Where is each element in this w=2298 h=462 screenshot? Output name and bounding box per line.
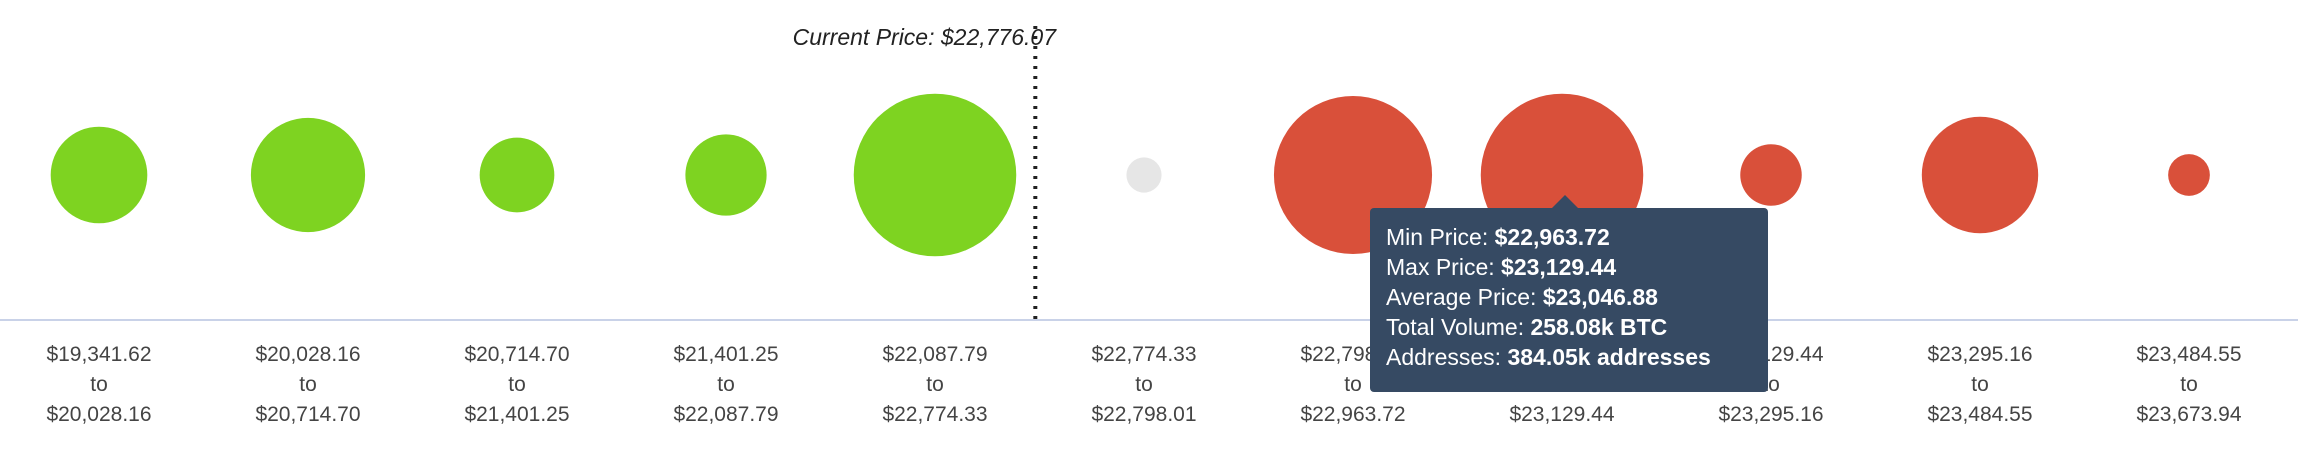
- tooltip-row-average-price: Average Price: $23,046.88: [1386, 284, 1658, 310]
- x-tick-from: $22,774.33: [1091, 343, 1197, 366]
- bubble-neutral-5[interactable]: [1126, 157, 1162, 193]
- bubble-below-4[interactable]: [853, 93, 1017, 257]
- tooltip-row-addresses: Addresses: 384.05k addresses: [1386, 344, 1711, 370]
- x-tick-label: $20,714.70 to $21,401.25: [427, 340, 607, 430]
- x-tick-to: $22,774.33: [882, 403, 988, 426]
- x-tick-to-word: to: [90, 373, 108, 396]
- x-tick-label: $23,484.55 to $23,673.94: [2099, 340, 2279, 430]
- x-tick-to-word: to: [717, 373, 735, 396]
- bubble-below-2[interactable]: [479, 137, 555, 213]
- x-tick-to: $22,963.72: [1300, 403, 1406, 426]
- bubble-above-10[interactable]: [2168, 154, 2210, 196]
- x-tick-from: $20,028.16: [255, 343, 361, 366]
- x-tick-to-word: to: [299, 373, 317, 396]
- tooltip-row-total-volume: Total Volume: 258.08k BTC: [1386, 314, 1668, 340]
- bubble-above-9[interactable]: [1921, 116, 2039, 234]
- x-tick-from: $21,401.25: [673, 343, 779, 366]
- current-price-label: Current Price: $22,776.07: [792, 24, 1056, 50]
- x-tick-to: $23,295.16: [1718, 403, 1824, 426]
- x-tick-from: $22,087.79: [882, 343, 988, 366]
- bubble-below-0[interactable]: [50, 126, 148, 224]
- x-tick-from: $20,714.70: [464, 343, 570, 366]
- x-tick-label: $23,295.16 to $23,484.55: [1890, 340, 2070, 430]
- x-tick-label: $20,028.16 to $20,714.70: [218, 340, 398, 430]
- tooltip-row-max-price: Max Price: $23,129.44: [1386, 254, 1617, 280]
- x-tick-label: $21,401.25 to $22,087.79: [636, 340, 816, 430]
- x-tick-to: $22,798.01: [1091, 403, 1197, 426]
- x-tick-to: $20,714.70: [255, 403, 361, 426]
- x-tick-to-word: to: [2180, 373, 2198, 396]
- x-tick-label: $22,774.33 to $22,798.01: [1054, 340, 1234, 430]
- tooltip-row-min-price: Min Price: $22,963.72: [1386, 224, 1610, 250]
- x-tick-to: $20,028.16: [46, 403, 152, 426]
- x-tick-from: $23,295.16: [1927, 343, 2033, 366]
- x-tick-to: $22,087.79: [673, 403, 779, 426]
- bubble-below-1[interactable]: [250, 117, 366, 233]
- bubble-tooltip: Min Price: $22,963.72 Max Price: $23,129…: [1370, 208, 1768, 392]
- x-tick-to: $21,401.25: [464, 403, 570, 426]
- x-tick-to: $23,129.44: [1509, 403, 1615, 426]
- bubble-below-3[interactable]: [685, 134, 767, 216]
- x-tick-label: $19,341.62 to $20,028.16: [9, 340, 189, 430]
- bubble-above-8[interactable]: [1740, 144, 1802, 206]
- x-tick-from: $23,484.55: [2136, 343, 2242, 366]
- x-tick-to: $23,673.94: [2136, 403, 2242, 426]
- x-tick-to-word: to: [926, 373, 944, 396]
- x-tick-to-word: to: [1971, 373, 1989, 396]
- x-tick-label: $22,087.79 to $22,774.33: [845, 340, 1025, 430]
- x-tick-to: $23,484.55: [1927, 403, 2033, 426]
- x-tick-from: $19,341.62: [46, 343, 152, 366]
- tooltip-arrow: [1551, 195, 1579, 209]
- x-tick-to-word: to: [1344, 373, 1362, 396]
- x-tick-to-word: to: [1135, 373, 1153, 396]
- x-tick-to-word: to: [508, 373, 526, 396]
